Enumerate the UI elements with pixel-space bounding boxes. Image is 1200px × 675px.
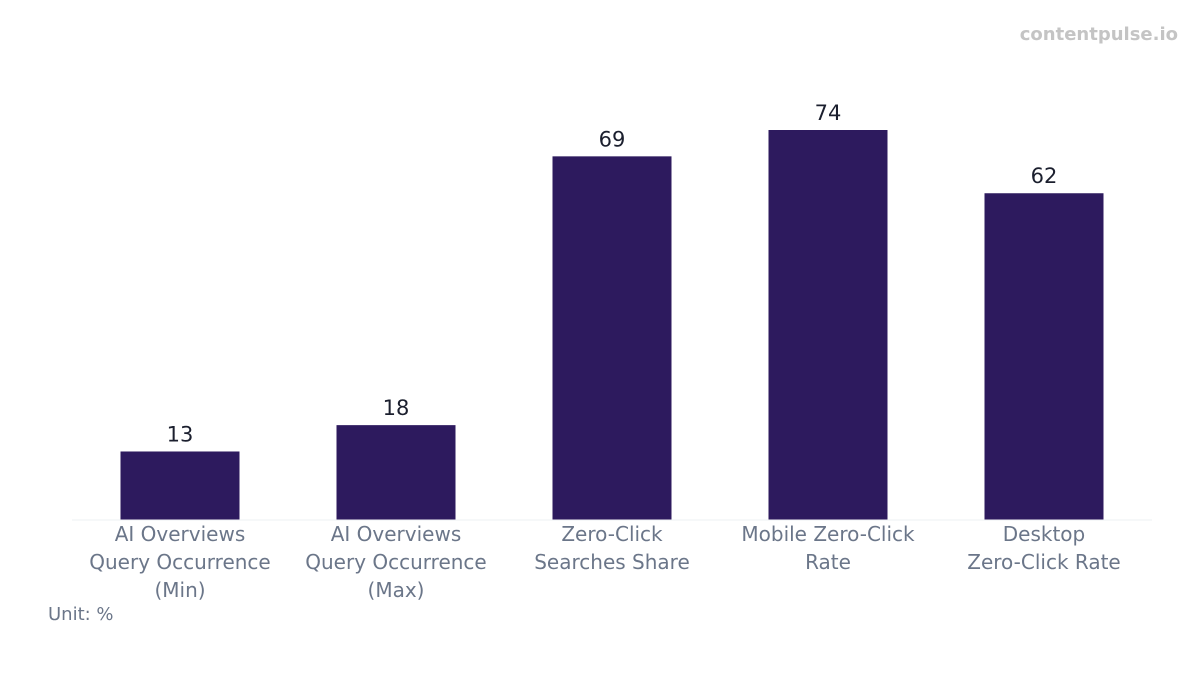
bars-group bbox=[120, 130, 1104, 521]
watermark-logo: contentpulse.io bbox=[1019, 24, 1178, 45]
x-tick-labels-group: AI Overviews Query Occurrence (Min)AI Over… bbox=[89, 522, 1120, 602]
value-label-4: 74 bbox=[815, 101, 842, 125]
value-label-1: 13 bbox=[167, 422, 194, 446]
x-tick-label-4: Mobile Zero-Click Rate bbox=[741, 522, 915, 574]
x-tick-label-2: AI Overviews Query Occurrence (Max) bbox=[305, 522, 486, 602]
value-labels-group: 13 18 69 74 62 bbox=[167, 101, 1058, 446]
x-tick-label-line: (Max) bbox=[368, 578, 425, 602]
x-tick-label-line: Searches Share bbox=[534, 550, 690, 574]
bar-4 bbox=[768, 130, 888, 520]
bar-3 bbox=[552, 156, 672, 520]
x-tick-label-line: Mobile Zero-Click bbox=[741, 522, 915, 546]
x-tick-label-5: Desktop Zero-Click Rate bbox=[967, 522, 1121, 574]
unit-label: Unit: % bbox=[48, 604, 114, 625]
x-tick-label-line: Desktop bbox=[1003, 522, 1085, 546]
x-tick-label-line: Query Occurrence bbox=[89, 550, 270, 574]
x-tick-label-line: Query Occurrence bbox=[305, 550, 486, 574]
value-label-3: 69 bbox=[599, 127, 626, 151]
value-label-2: 18 bbox=[383, 396, 410, 420]
bar-5 bbox=[984, 193, 1104, 521]
x-tick-label-3: Zero-Click Searches Share bbox=[534, 522, 690, 574]
x-tick-label-line: Rate bbox=[805, 550, 851, 574]
x-tick-label-line: Zero-Click Rate bbox=[967, 550, 1121, 574]
value-label-5: 62 bbox=[1031, 164, 1058, 188]
x-tick-label-line: AI Overviews bbox=[115, 522, 246, 546]
x-tick-label-line: Zero-Click bbox=[561, 522, 663, 546]
x-tick-label-line: AI Overviews bbox=[331, 522, 462, 546]
bar-2 bbox=[336, 425, 456, 520]
x-tick-label-1: AI Overviews Query Occurrence (Min) bbox=[89, 522, 270, 602]
x-tick-label-line: (Min) bbox=[154, 578, 205, 602]
bar-1 bbox=[120, 451, 240, 520]
